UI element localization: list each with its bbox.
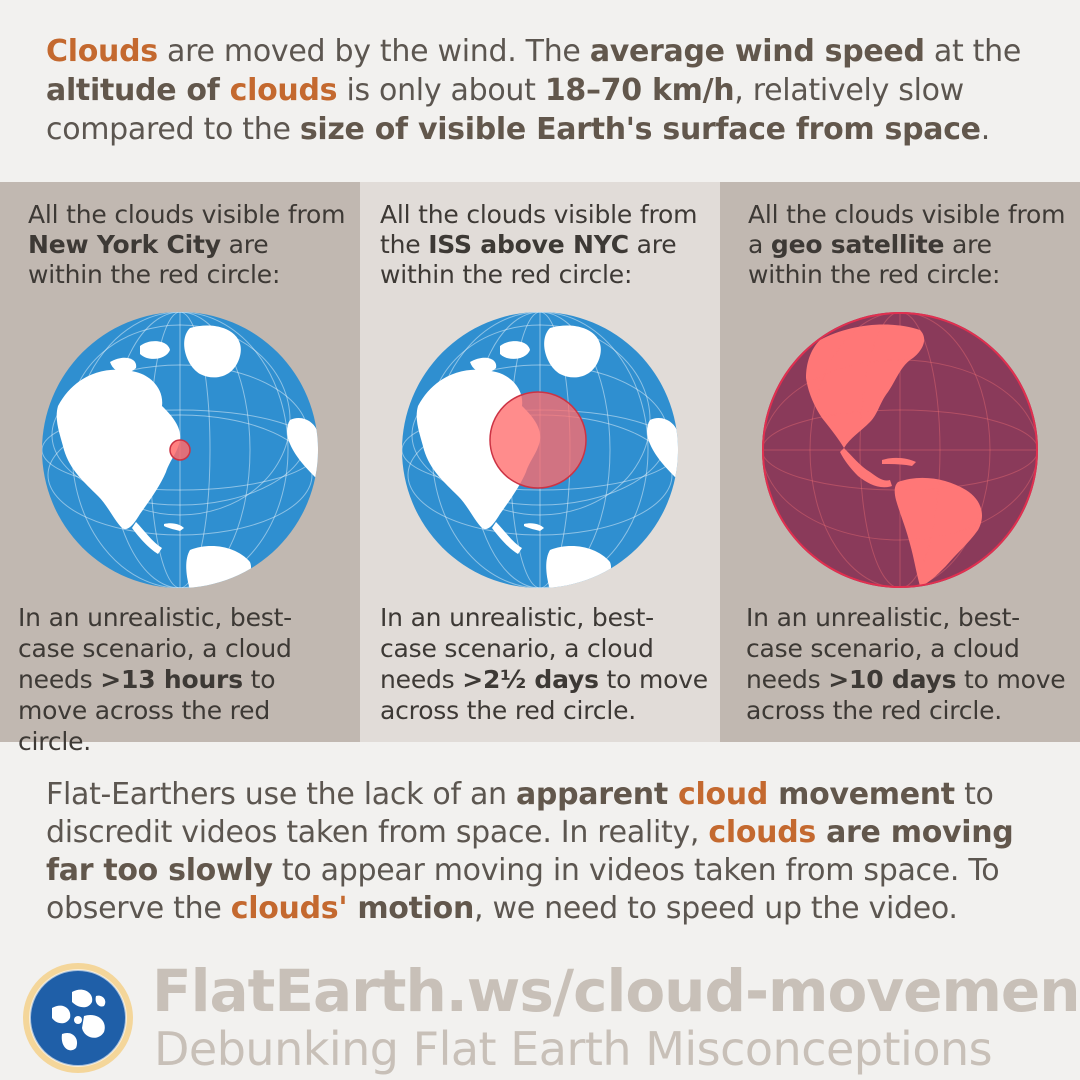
intro-t5: altitude of xyxy=(46,73,230,108)
intro-t9: , relatively slow compared to the xyxy=(46,73,964,147)
footnote-post: to move across the red circle. xyxy=(18,665,276,756)
intro-t4: at the xyxy=(924,34,1021,69)
panel-geo-satellite: All the clouds visible from a geo satell… xyxy=(720,182,1080,742)
caption-pre: All the clouds visible from xyxy=(28,200,346,229)
outro-t9: clouds' xyxy=(230,891,348,926)
footnote-bold: >2½ days xyxy=(462,665,599,694)
intro-t6: clouds xyxy=(229,73,338,108)
footnote-bold: >13 hours xyxy=(100,665,243,694)
outro-t2: apparent xyxy=(515,777,679,812)
intro-paragraph: Clouds are moved by the wind. The averag… xyxy=(46,32,1056,149)
panel-footnote: In an unrealistic, best-case scenario, a… xyxy=(380,602,710,726)
caption-pre: All the clouds visible from the xyxy=(380,200,698,259)
panel-new-york: All the clouds visible from New York Cit… xyxy=(0,182,360,756)
panel-footnote: In an unrealistic, best-case scenario, a… xyxy=(18,602,348,757)
footnote-bold: >10 days xyxy=(828,665,957,694)
intro-t7: is only about xyxy=(337,73,545,108)
footnote-pre: In an unrealistic, best-case scenario, a… xyxy=(746,603,1020,694)
outro-t10: motion xyxy=(347,891,475,926)
globe-geo-satellite xyxy=(762,312,1038,588)
panel-caption: All the clouds visible from the ISS abov… xyxy=(380,200,710,290)
outro-t11: , we need to speed up the video. xyxy=(474,891,958,926)
outro-t4: movement xyxy=(768,777,955,812)
visibility-circle xyxy=(489,391,587,489)
caption-pre: All the clouds visible from a xyxy=(748,200,1066,259)
intro-t3: average wind speed xyxy=(589,34,925,69)
caption-post: are within the red circle: xyxy=(748,230,1001,289)
intro-t10: size of visible Earth's surface from spa… xyxy=(299,112,981,147)
caption-post: are within the red circle: xyxy=(380,230,677,289)
globe-logo-icon xyxy=(23,963,133,1073)
outro-t5: to discredit videos taken from space. In… xyxy=(46,777,994,850)
caption-bold: ISS above NYC xyxy=(428,230,629,259)
footnote-post: to move across the red circle. xyxy=(380,665,708,725)
outro-t6: clouds xyxy=(708,815,816,850)
site-url[interactable]: FlatEarth.ws/cloud-movement xyxy=(152,957,1080,1025)
caption-bold: New York City xyxy=(28,230,221,259)
outro-t8: to appear moving in videos taken from sp… xyxy=(46,853,1000,926)
intro-t2: are moved by the wind. The xyxy=(157,34,590,69)
outro-paragraph: Flat-Earthers use the lack of an apparen… xyxy=(46,776,1056,928)
globe-new-york xyxy=(42,312,318,588)
intro-t8: 18–70 km/h xyxy=(544,73,735,108)
visibility-circle xyxy=(169,439,191,461)
panel-iss: All the clouds visible from the ISS abov… xyxy=(360,182,720,742)
panel-caption: All the clouds visible from New York Cit… xyxy=(28,200,348,290)
visibility-circle xyxy=(762,312,1038,588)
footnote-pre: In an unrealistic, best-case scenario, a… xyxy=(18,603,292,694)
outro-t1: Flat-Earthers use the lack of an xyxy=(46,777,516,812)
caption-post: are within the red circle: xyxy=(28,230,281,289)
intro-t1: Clouds xyxy=(46,34,158,69)
outro-t7: are moving far too slowly xyxy=(46,815,1014,888)
intro-t11: . xyxy=(980,112,991,147)
footnote-post: to move across the red circle. xyxy=(746,665,1066,725)
caption-bold: geo satellite xyxy=(770,230,945,259)
globe-iss xyxy=(402,312,678,588)
panel-caption: All the clouds visible from a geo satell… xyxy=(748,200,1068,290)
tagline: Debunking Flat Earth Misconceptions xyxy=(154,1022,993,1076)
panel-footnote: In an unrealistic, best-case scenario, a… xyxy=(746,602,1076,726)
footnote-pre: In an unrealistic, best-case scenario, a… xyxy=(380,603,654,694)
outro-t3: cloud xyxy=(678,777,769,812)
